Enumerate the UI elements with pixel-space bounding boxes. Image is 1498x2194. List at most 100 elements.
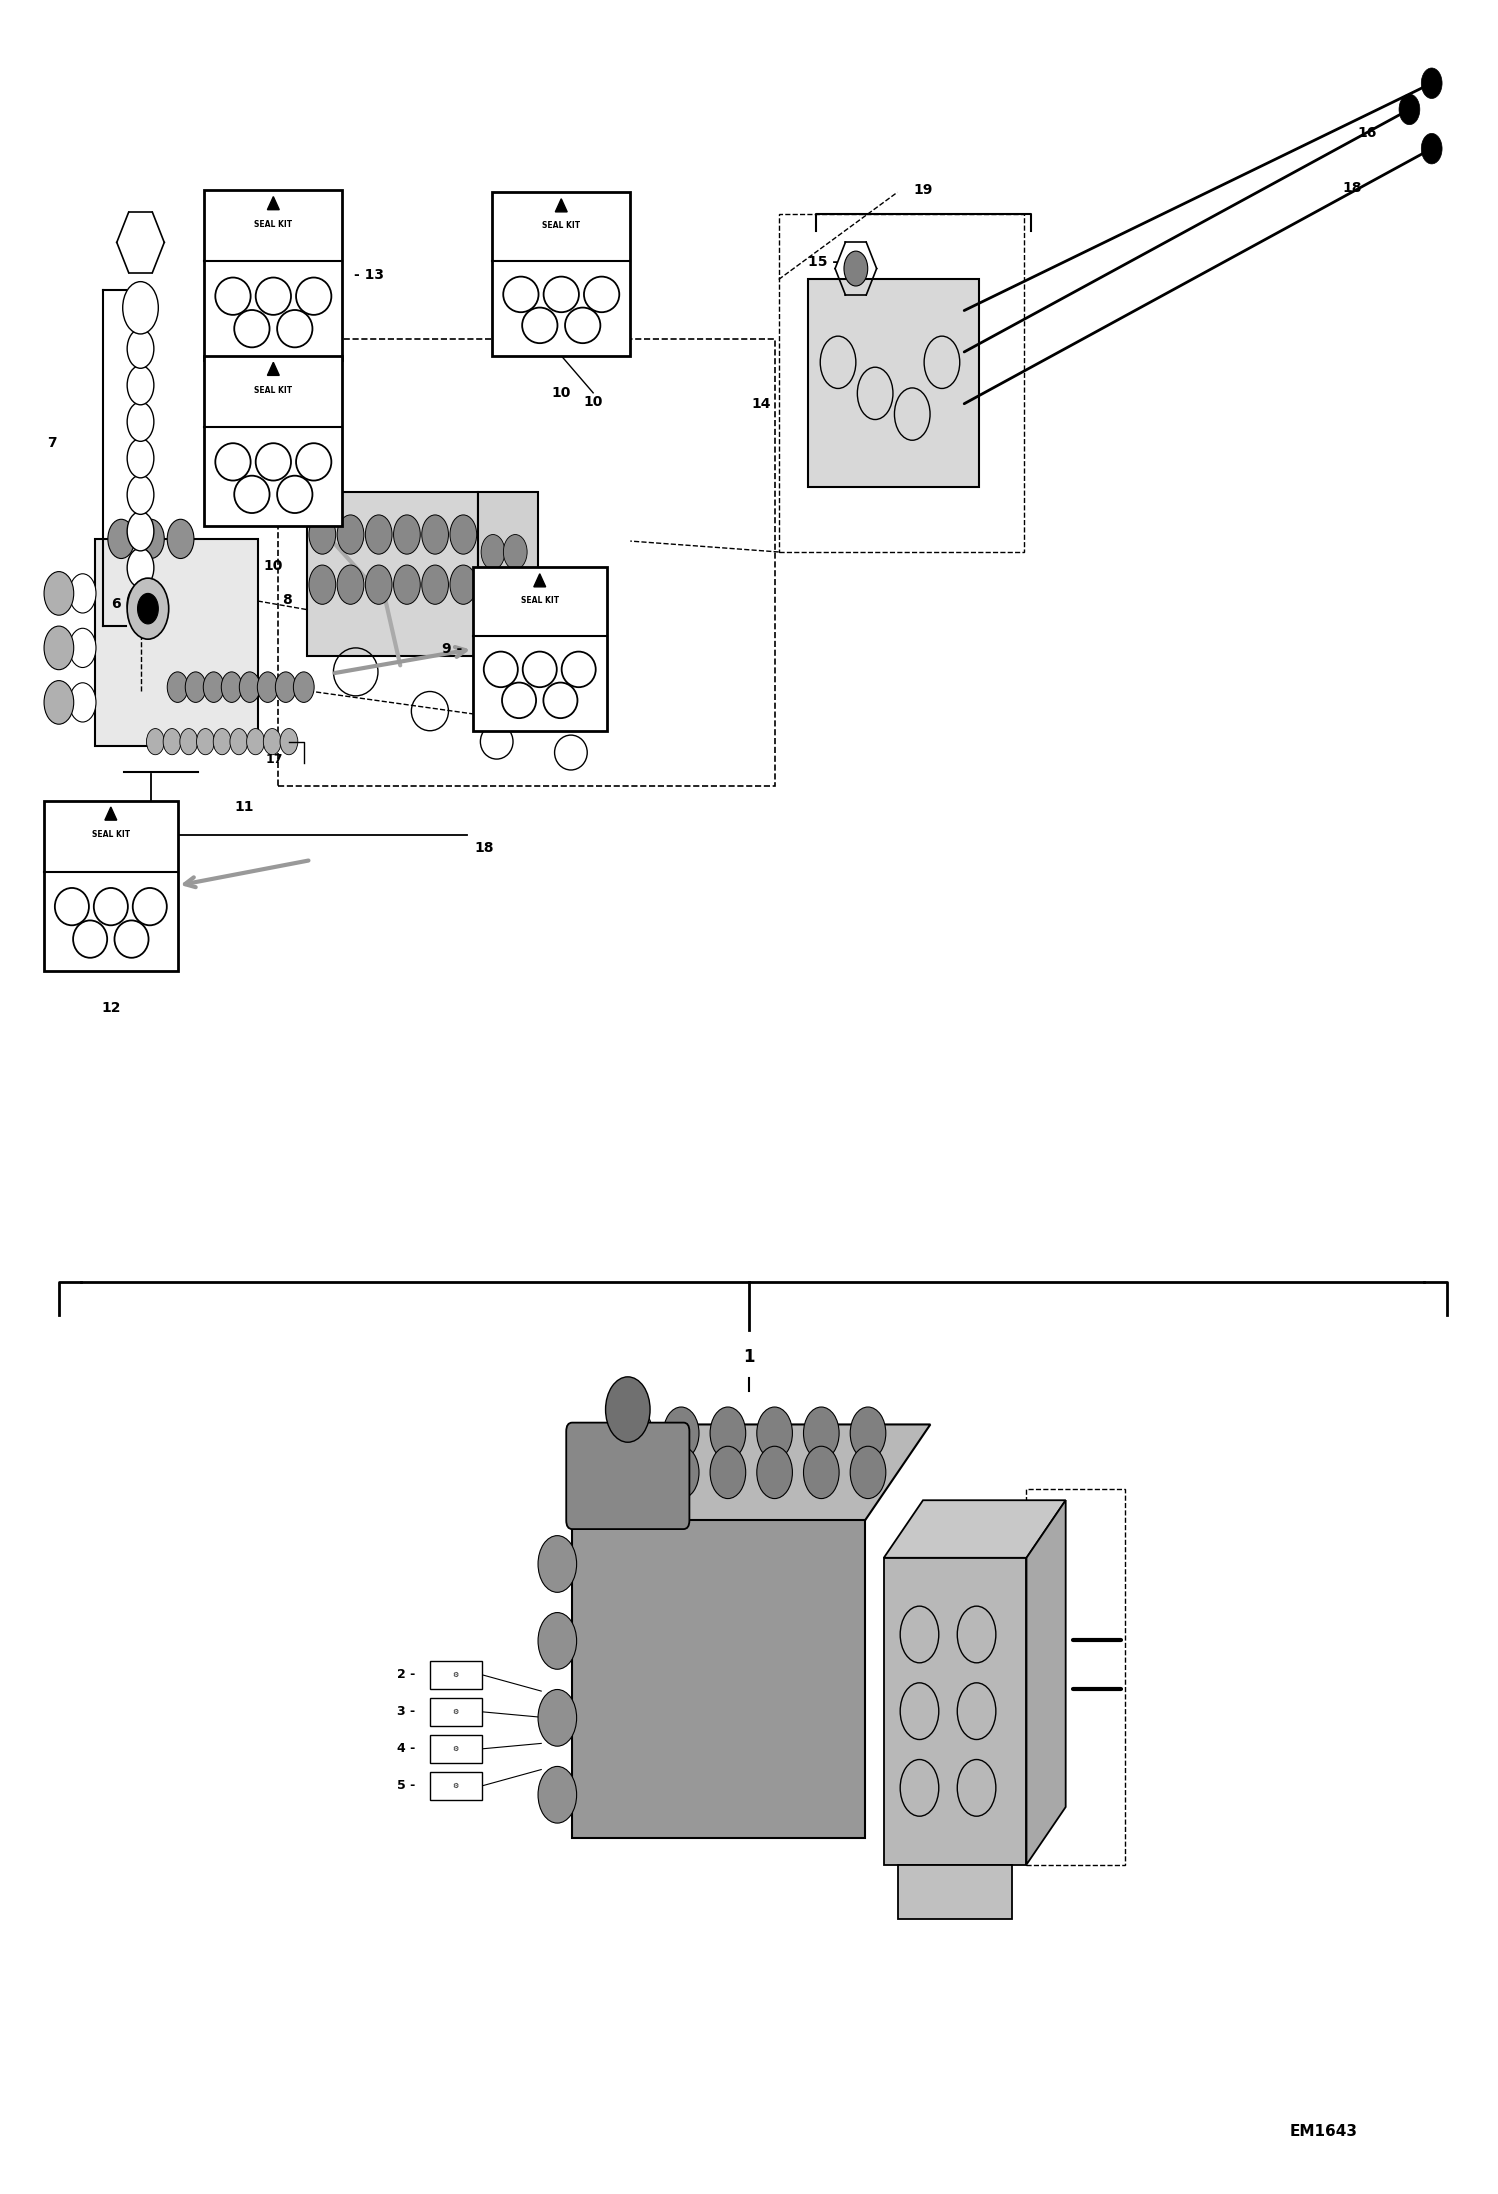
Circle shape <box>481 579 505 612</box>
Bar <box>430 1773 482 1799</box>
Ellipse shape <box>562 652 596 687</box>
Circle shape <box>843 250 867 285</box>
Text: 5 -: 5 - <box>397 1779 415 1792</box>
Circle shape <box>605 1378 650 1441</box>
Bar <box>478 491 538 634</box>
Circle shape <box>127 548 154 588</box>
Circle shape <box>851 1406 885 1459</box>
Circle shape <box>127 329 154 369</box>
Circle shape <box>168 671 189 702</box>
Circle shape <box>664 1446 700 1499</box>
Text: 16: 16 <box>1357 127 1377 140</box>
Ellipse shape <box>565 307 601 342</box>
Circle shape <box>229 728 247 755</box>
Circle shape <box>617 1406 652 1459</box>
Circle shape <box>803 1406 839 1459</box>
Bar <box>884 1558 1026 1865</box>
Polygon shape <box>533 575 545 586</box>
Circle shape <box>127 579 169 638</box>
Circle shape <box>240 671 261 702</box>
Text: 1: 1 <box>743 1347 755 1365</box>
Text: 19: 19 <box>914 182 933 197</box>
Ellipse shape <box>216 276 250 316</box>
Text: SEAL KIT: SEAL KIT <box>521 597 559 606</box>
Circle shape <box>186 671 207 702</box>
Text: 2 -: 2 - <box>397 1667 415 1681</box>
Bar <box>94 540 258 746</box>
Circle shape <box>481 535 505 570</box>
Bar <box>430 1735 482 1764</box>
Text: 10: 10 <box>584 395 602 408</box>
Text: 12: 12 <box>100 1000 120 1016</box>
Circle shape <box>163 728 181 755</box>
Circle shape <box>1422 68 1443 99</box>
Circle shape <box>196 728 214 755</box>
Text: 10: 10 <box>264 559 283 573</box>
Polygon shape <box>884 1501 1065 1558</box>
Circle shape <box>503 535 527 570</box>
Text: SEAL KIT: SEAL KIT <box>255 386 292 395</box>
Text: 10: 10 <box>551 386 571 399</box>
Ellipse shape <box>523 652 557 687</box>
Circle shape <box>138 520 165 559</box>
Text: 4 -: 4 - <box>397 1742 415 1755</box>
Circle shape <box>538 1689 577 1746</box>
Bar <box>277 340 774 785</box>
Circle shape <box>366 566 392 603</box>
Ellipse shape <box>523 307 557 342</box>
Text: SEAL KIT: SEAL KIT <box>255 219 292 228</box>
Circle shape <box>222 671 243 702</box>
Circle shape <box>1422 134 1443 165</box>
Text: 14: 14 <box>752 397 771 410</box>
Circle shape <box>422 516 448 555</box>
Circle shape <box>276 671 297 702</box>
Text: 9 -: 9 - <box>442 643 463 656</box>
Text: 6: 6 <box>111 597 121 612</box>
Ellipse shape <box>256 443 291 480</box>
Ellipse shape <box>297 276 331 316</box>
Bar <box>572 1520 864 1839</box>
Circle shape <box>309 516 336 555</box>
Circle shape <box>43 680 73 724</box>
Circle shape <box>449 566 476 603</box>
Text: 11: 11 <box>235 801 255 814</box>
Circle shape <box>127 292 154 331</box>
Text: 18: 18 <box>1342 180 1362 195</box>
Circle shape <box>617 1446 652 1499</box>
Bar <box>430 1661 482 1689</box>
Ellipse shape <box>484 652 518 687</box>
Circle shape <box>449 516 476 555</box>
Circle shape <box>204 671 225 702</box>
Circle shape <box>503 579 527 612</box>
Ellipse shape <box>216 443 250 480</box>
Polygon shape <box>105 807 117 821</box>
Ellipse shape <box>256 276 291 316</box>
Circle shape <box>127 511 154 551</box>
Circle shape <box>138 592 159 623</box>
Circle shape <box>710 1406 746 1459</box>
Bar <box>307 491 478 656</box>
Bar <box>204 191 343 360</box>
Circle shape <box>264 728 282 755</box>
Circle shape <box>127 439 154 478</box>
Circle shape <box>756 1406 792 1459</box>
Circle shape <box>43 625 73 669</box>
Circle shape <box>69 682 96 722</box>
Circle shape <box>756 1446 792 1499</box>
Ellipse shape <box>234 476 270 513</box>
Polygon shape <box>572 1424 930 1520</box>
Bar <box>204 355 343 527</box>
Circle shape <box>127 584 154 623</box>
Circle shape <box>803 1446 839 1499</box>
Circle shape <box>247 728 265 755</box>
Circle shape <box>127 476 154 513</box>
Ellipse shape <box>544 276 578 312</box>
Text: SEAL KIT: SEAL KIT <box>91 829 130 840</box>
Bar <box>779 215 1023 553</box>
Circle shape <box>538 1536 577 1593</box>
Bar <box>1026 1490 1125 1865</box>
Text: EM1643: EM1643 <box>1290 2124 1357 2139</box>
Text: 18: 18 <box>475 842 494 856</box>
Circle shape <box>664 1406 700 1459</box>
Ellipse shape <box>544 682 577 717</box>
